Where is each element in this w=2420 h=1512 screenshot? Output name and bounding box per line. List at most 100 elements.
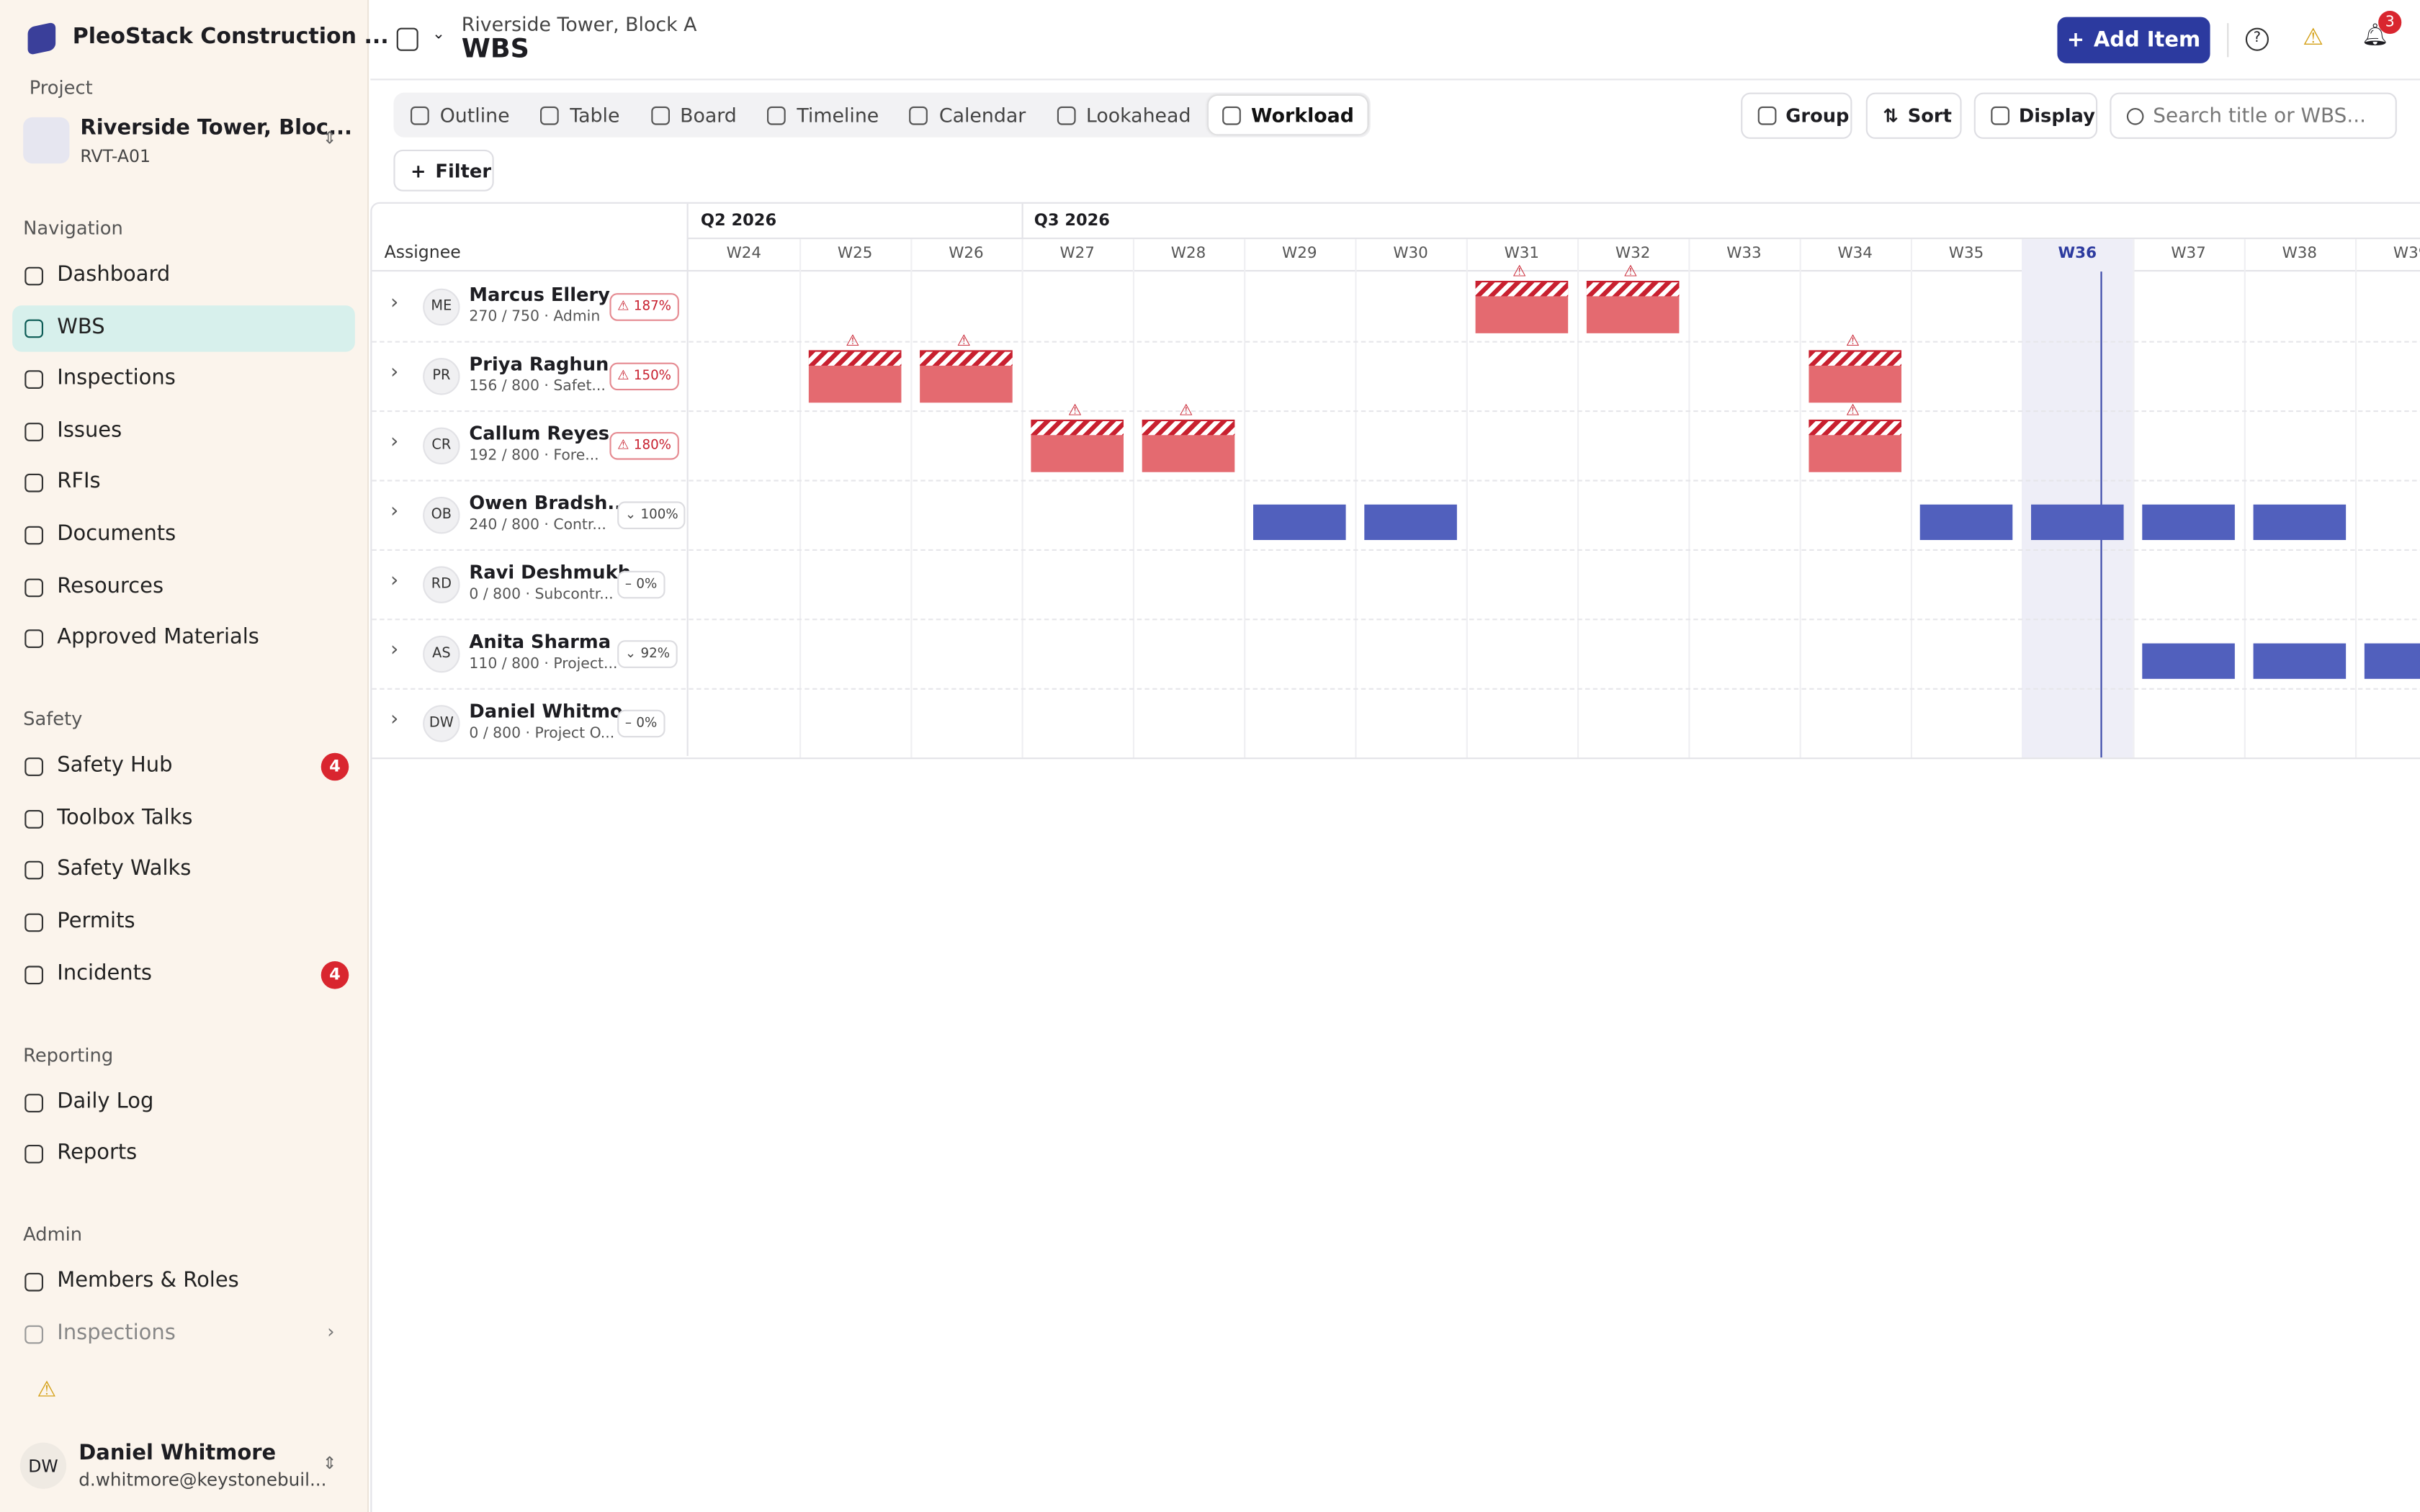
tab-icon xyxy=(1057,105,1075,125)
view-tab[interactable]: Calendar xyxy=(896,96,1040,135)
nav-item[interactable]: Reports xyxy=(57,1140,138,1166)
quarter-label: Q3 2026 xyxy=(1034,211,1110,230)
allocation-bar[interactable] xyxy=(2364,643,2420,679)
filter-button[interactable]: + Filter xyxy=(393,149,494,192)
nav-item[interactable]: Documents xyxy=(57,521,176,546)
overload-warning: ⚠ xyxy=(1623,264,1638,281)
expand-chevron[interactable]: › xyxy=(390,569,399,593)
user-menu[interactable]: ⇕ xyxy=(322,1453,337,1474)
week-label: W35 xyxy=(1948,245,1984,263)
nav-item[interactable]: Safety Hub xyxy=(57,753,173,778)
allocation-bar[interactable] xyxy=(1364,504,1457,540)
week-label: W25 xyxy=(837,245,873,263)
nav-item[interactable]: Dashboard xyxy=(57,262,171,287)
nav-item[interactable]: Incidents xyxy=(57,960,153,986)
week-divider xyxy=(799,239,802,758)
add-item-button[interactable]: + Add Item xyxy=(2057,17,2210,63)
nav-icon xyxy=(24,809,43,829)
view-tab[interactable]: Board xyxy=(637,96,750,135)
avatar: OB xyxy=(423,497,460,534)
project-switch[interactable]: ⇕ xyxy=(322,127,337,148)
alert-icon[interactable]: ⚠ xyxy=(2303,23,2323,51)
allocation-bar[interactable] xyxy=(2253,504,2347,540)
allocation-bar[interactable] xyxy=(2142,643,2235,679)
project-icon xyxy=(23,117,70,164)
nav-item[interactable]: Inspections xyxy=(57,1320,176,1346)
allocation-bar[interactable] xyxy=(1919,504,2013,540)
nav-item[interactable]: Resources xyxy=(57,573,164,598)
expand-chevron[interactable]: › xyxy=(390,500,399,523)
nav-icon xyxy=(24,757,43,777)
view-tab[interactable]: Lookahead xyxy=(1043,96,1205,135)
nav-icon xyxy=(24,1325,43,1344)
nav-item[interactable]: Approved Materials xyxy=(57,625,259,650)
icon: + xyxy=(411,159,426,181)
display-label: Display xyxy=(2018,104,2095,127)
search-input[interactable]: Search title or WBS... xyxy=(2110,92,2397,139)
assignee-name[interactable]: Owen Bradsh... xyxy=(469,492,629,514)
row-line xyxy=(372,480,2420,482)
load-icon: ⌄ xyxy=(624,646,637,662)
week-divider xyxy=(1132,239,1134,758)
view-tab[interactable]: Table xyxy=(526,96,634,135)
nav-item[interactable]: Issues xyxy=(57,418,122,443)
expand-chevron[interactable]: › xyxy=(390,639,399,662)
nav-item[interactable]: Safety Walks xyxy=(57,857,192,882)
expand-chevron[interactable]: › xyxy=(390,292,399,315)
nav-item[interactable]: WBS xyxy=(57,314,105,339)
allocation-bar[interactable] xyxy=(2031,504,2124,540)
view-tab[interactable]: Outline xyxy=(397,96,524,135)
help-icon[interactable]: ? xyxy=(2245,27,2269,51)
nav-item[interactable]: Members & Roles xyxy=(57,1268,239,1294)
allocation-bar[interactable] xyxy=(1253,504,1346,540)
view-tabs: Outline Table Board Timeline Calendar Lookahe… xyxy=(393,92,1371,138)
assignee-name[interactable]: Daniel Whitmo... xyxy=(469,700,645,722)
app-name: PleoStack Construction ... xyxy=(72,24,389,50)
sidebar-toggle[interactable] xyxy=(396,27,418,51)
nav-item[interactable]: Inspections xyxy=(57,366,176,391)
assignee-header: Assignee xyxy=(384,242,461,263)
avatar: RD xyxy=(423,566,460,603)
user-name[interactable]: Daniel Whitmore xyxy=(79,1441,277,1466)
assignee-name[interactable]: Priya Raghun... xyxy=(469,353,630,375)
nav-item[interactable]: Toolbox Talks xyxy=(57,805,193,830)
project-code: RVT-A01 xyxy=(80,146,151,167)
view-tab[interactable]: Timeline xyxy=(753,96,892,135)
sort-button[interactable]: ⇅ Sort xyxy=(1865,92,1962,139)
expand-chevron[interactable]: › xyxy=(390,361,399,384)
assignee-name[interactable]: Callum Reyes xyxy=(469,423,610,445)
nav-icon xyxy=(24,370,43,390)
project-name[interactable]: Riverside Tower, Bloc... xyxy=(80,115,353,140)
overload-hatch xyxy=(808,350,902,366)
nav-badge: 4 xyxy=(321,753,349,781)
expand-chevron[interactable]: › xyxy=(390,430,399,454)
week-label: W39 xyxy=(2393,245,2420,263)
filter-label: Filter xyxy=(435,159,492,181)
nav-item[interactable]: Daily Log xyxy=(57,1088,154,1114)
week-divider xyxy=(1910,239,1912,758)
tab-label: Lookahead xyxy=(1085,103,1191,127)
section-title: Reporting xyxy=(23,1043,114,1066)
nav-item[interactable]: RFIs xyxy=(57,469,101,495)
load-icon: – xyxy=(624,577,632,593)
breadcrumb[interactable]: Riverside Tower, Block A xyxy=(461,12,697,36)
allocation-bar[interactable] xyxy=(2253,643,2347,679)
week-divider xyxy=(1577,239,1579,758)
warning-icon[interactable]: ⚠ xyxy=(37,1377,57,1403)
assignee-name[interactable]: Marcus Ellery xyxy=(469,284,610,306)
avatar: CR xyxy=(423,427,460,464)
nav-icon xyxy=(24,474,43,493)
toggle-caret[interactable]: ⌄ xyxy=(432,26,445,43)
display-button[interactable]: Display xyxy=(1973,92,2098,139)
expand-chevron[interactable]: › xyxy=(390,708,399,732)
overload-hatch xyxy=(1586,281,1680,297)
allocation-bar[interactable] xyxy=(2142,504,2235,540)
add-item-label: Add Item xyxy=(2093,27,2201,53)
assignee-name[interactable]: Anita Sharma xyxy=(469,631,611,653)
assignee-name[interactable]: Ravi Deshmukh xyxy=(469,562,632,583)
nav-item[interactable]: Permits xyxy=(57,909,135,934)
group-button[interactable]: Group xyxy=(1741,92,1852,139)
view-tab[interactable]: Workload xyxy=(1208,95,1368,135)
week-label: W33 xyxy=(1726,245,1762,263)
header-divider xyxy=(370,78,2420,81)
